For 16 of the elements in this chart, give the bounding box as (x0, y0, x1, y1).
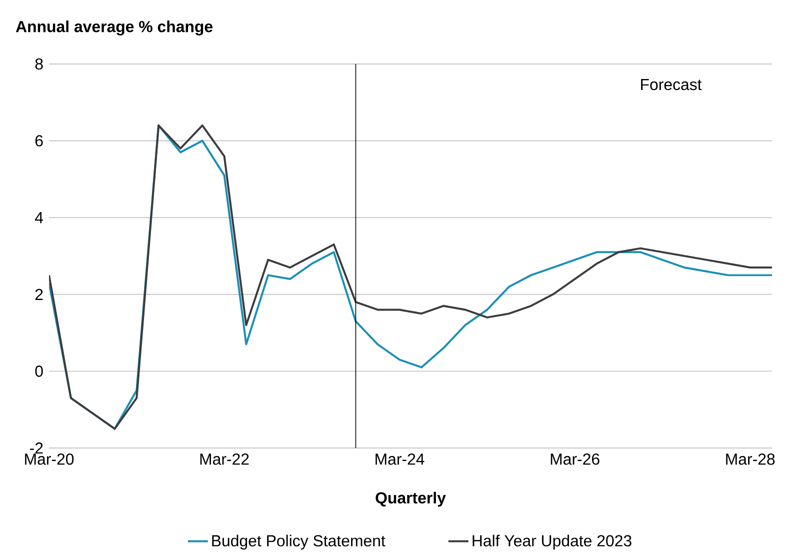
y-tick-label: -2 (30, 442, 43, 454)
x-tick-label: Mar-24 (376, 454, 424, 465)
y-tick-label: 8 (35, 58, 43, 70)
y-axis-title: Annual average % change (16, 20, 213, 36)
annotation: Forecast (641, 79, 702, 90)
y-tick-label: 4 (34, 212, 44, 224)
x-tick-label: Mar-26 (550, 454, 600, 465)
y-tick-label: 2 (35, 288, 43, 300)
x-tick-label: Mar-22 (200, 454, 249, 465)
legend-label: Half Year Update 2023 (472, 534, 632, 550)
y-tick-label: 0 (35, 366, 43, 377)
y-tick-label: 6 (35, 135, 43, 146)
x-tick-label: Mar-20 (25, 454, 74, 465)
x-tick-label: Mar-28 (726, 454, 775, 465)
legend-label: Budget Policy Statement (212, 534, 386, 550)
x-axis-title: Quarterly (376, 492, 446, 507)
